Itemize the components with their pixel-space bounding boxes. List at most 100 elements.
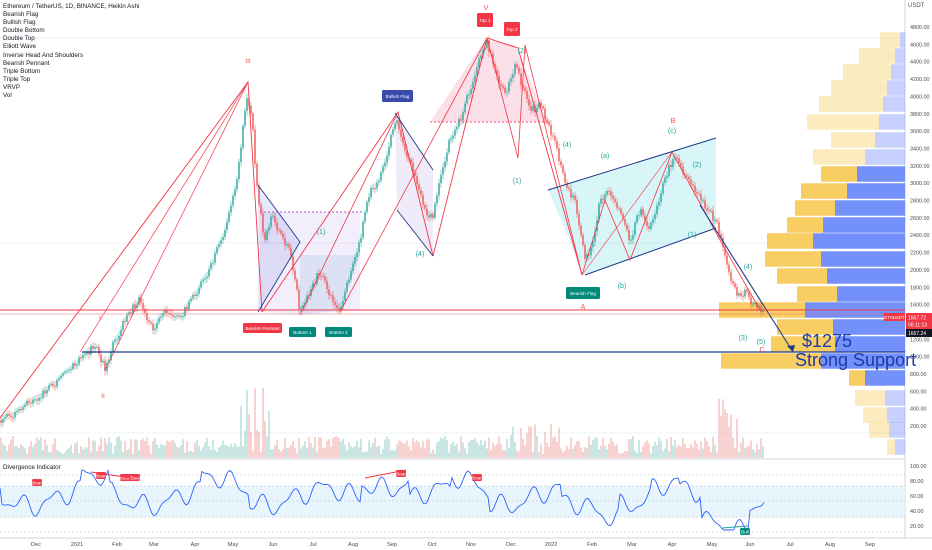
volume-bar xyxy=(190,450,192,458)
volume-bar xyxy=(600,445,602,458)
candle xyxy=(550,125,552,136)
price-countdown: 06:11:13 xyxy=(908,323,927,329)
osc-bear-label-text[interactable]: Bear xyxy=(32,481,42,486)
bullish-flag-label-text[interactable]: Bullish Flag xyxy=(386,94,410,99)
candle xyxy=(74,363,76,366)
time-tick: Jul xyxy=(309,542,316,548)
divergence-line xyxy=(721,525,749,529)
volume-bar xyxy=(620,453,622,458)
candle xyxy=(302,305,304,309)
volume-bar xyxy=(208,446,210,458)
volume-bar xyxy=(472,439,474,458)
candle xyxy=(736,287,738,296)
volume-bar xyxy=(294,448,296,458)
bearish-pennant-label-text[interactable]: Bearish Pennant xyxy=(246,326,281,331)
volume-bar xyxy=(390,450,392,458)
candle xyxy=(688,176,690,180)
osc-bear-label-text[interactable]: Bear xyxy=(472,476,482,481)
vp-up-bar xyxy=(765,251,821,267)
indicator-item[interactable]: Elliott Wave xyxy=(3,43,37,51)
volume-bar xyxy=(342,438,344,458)
indicator-item[interactable]: Bullish Flag xyxy=(3,19,36,27)
candle xyxy=(746,289,748,292)
vp-up-bar xyxy=(859,48,895,64)
volume-bar xyxy=(598,449,600,458)
top-1-label-text[interactable]: Top 1 xyxy=(479,18,491,23)
candle xyxy=(414,172,416,177)
volume-bar xyxy=(376,446,378,458)
candle xyxy=(382,166,384,173)
candle xyxy=(354,257,356,264)
time-tick: Dec xyxy=(506,542,516,548)
bottom-2-label: Bottom 2 xyxy=(325,327,352,337)
indicator-item[interactable]: Bearish Pennant xyxy=(3,59,50,67)
volume-bar xyxy=(602,437,604,458)
candle xyxy=(438,183,440,196)
volume-bar xyxy=(452,441,454,458)
wave-letter: V xyxy=(483,3,488,12)
candle xyxy=(614,199,616,203)
top-2-label-text[interactable]: Top 2 xyxy=(506,27,518,32)
candle xyxy=(24,404,26,408)
candle xyxy=(348,279,350,283)
indicator-item[interactable]: Inverse Head And Shoulders xyxy=(3,51,84,59)
volume-bar xyxy=(296,453,298,458)
volume-bar xyxy=(336,436,338,458)
osc-bear-label-text[interactable]: Bear xyxy=(396,472,406,477)
osc-bull-label-text[interactable]: Bull xyxy=(741,530,749,535)
candle xyxy=(410,159,412,163)
vp-down-bar xyxy=(835,200,905,216)
candle xyxy=(398,120,400,130)
candle xyxy=(528,99,530,106)
indicator-item[interactable]: Double Top xyxy=(3,35,35,43)
volume-bar xyxy=(656,445,658,458)
indicator-item[interactable]: Bearish Flag xyxy=(3,11,39,19)
candle xyxy=(758,305,760,308)
candle xyxy=(146,313,148,321)
volume-bar xyxy=(422,440,424,458)
volume-bar xyxy=(70,444,72,458)
candle xyxy=(52,383,54,386)
candle xyxy=(692,184,694,186)
volume-bar xyxy=(630,439,632,458)
price-tick: 1800.00 xyxy=(910,285,930,291)
bottom-1-label: Bottom 1 xyxy=(289,327,316,337)
candle xyxy=(88,351,90,355)
indicator-item[interactable]: Double Bottom xyxy=(3,27,45,35)
bottom-1-label-text[interactable]: Bottom 1 xyxy=(293,330,312,335)
volume-bar xyxy=(424,447,426,458)
vp-up-bar xyxy=(787,217,823,233)
price-tick: 4600.00 xyxy=(910,42,930,48)
candle xyxy=(744,289,746,297)
osc-bear-label-text[interactable]: Bear xyxy=(96,474,106,479)
indicator-item[interactable]: Triple Top xyxy=(3,75,31,83)
candle xyxy=(670,164,672,168)
vp-down-bar xyxy=(887,407,905,423)
indicator-item[interactable]: Vol xyxy=(3,92,12,100)
candle xyxy=(508,81,510,92)
volume-bar xyxy=(674,439,676,458)
volume-bar xyxy=(28,446,30,458)
volume-bar xyxy=(608,443,610,458)
candle xyxy=(576,200,578,214)
candle xyxy=(704,200,706,209)
volume-bar xyxy=(564,450,566,458)
volume-bar xyxy=(384,439,386,458)
volume-bar xyxy=(404,443,406,458)
candle xyxy=(530,105,532,111)
volume-bar xyxy=(160,444,162,458)
candle xyxy=(426,208,428,216)
candle xyxy=(402,136,404,144)
pennant-line xyxy=(257,241,301,313)
volume-bar xyxy=(392,450,394,458)
bottom-2-label-text[interactable]: Bottom 2 xyxy=(329,330,348,335)
volume-bar xyxy=(114,445,116,458)
volume-bar xyxy=(4,445,6,458)
bearish-flag-label-text[interactable]: Bearish Flag xyxy=(570,291,596,296)
volume-bar xyxy=(98,445,100,458)
indicator-item[interactable]: VRVP xyxy=(3,83,21,91)
volume-bar xyxy=(552,437,554,458)
candle xyxy=(622,213,624,220)
indicator-item[interactable]: Triple Bottom xyxy=(3,67,41,75)
